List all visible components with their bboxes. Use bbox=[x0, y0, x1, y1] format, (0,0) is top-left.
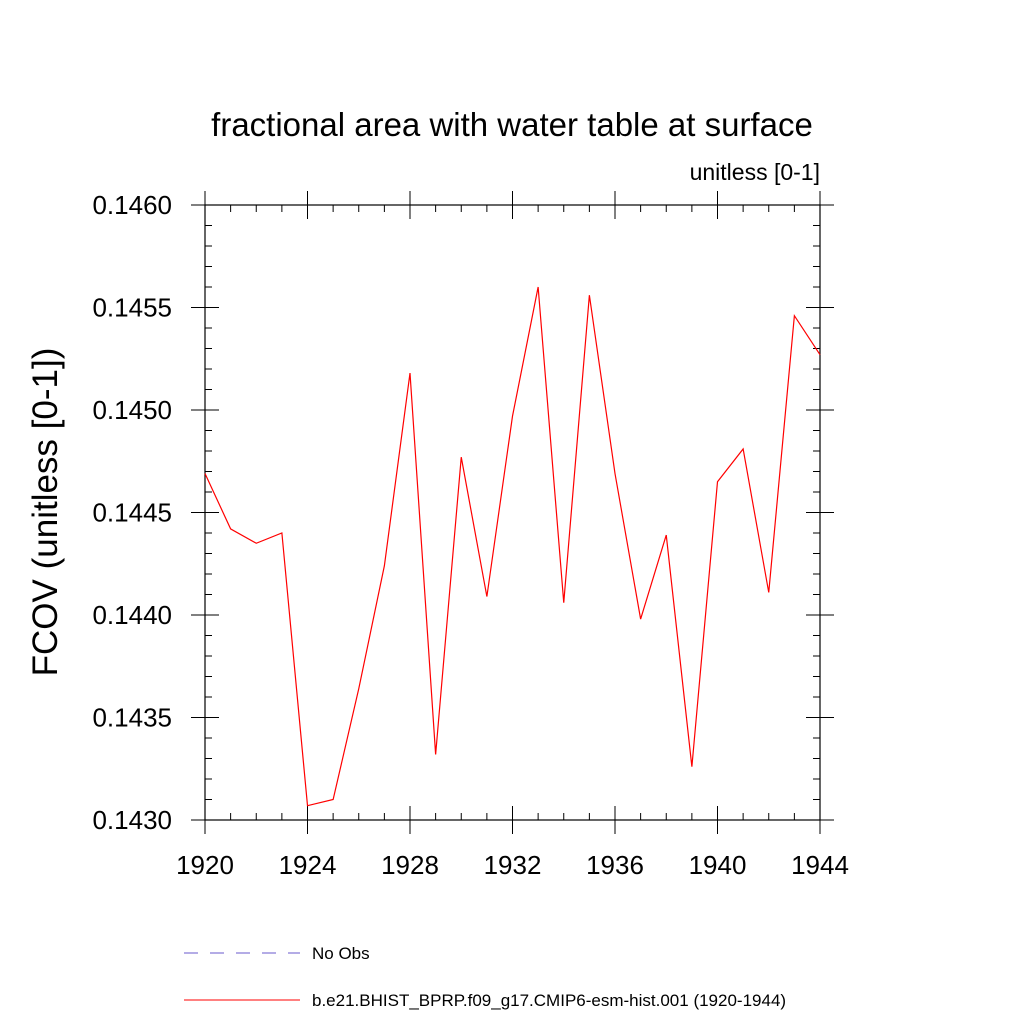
legend-label: No Obs bbox=[312, 944, 370, 963]
chart-subtitle: unitless [0-1] bbox=[690, 159, 820, 185]
x-tick-label: 1920 bbox=[176, 850, 234, 880]
y-tick-label: 0.1445 bbox=[92, 498, 172, 528]
x-tick-label: 1940 bbox=[689, 850, 747, 880]
x-tick-label: 1924 bbox=[279, 850, 337, 880]
series-line bbox=[204, 286, 821, 807]
y-tick-label: 0.1435 bbox=[92, 703, 172, 733]
chart-title: fractional area with water table at surf… bbox=[211, 106, 813, 143]
x-tick-label: 1936 bbox=[586, 850, 644, 880]
x-tick-label: 1932 bbox=[484, 850, 542, 880]
x-tick-label: 1928 bbox=[381, 850, 439, 880]
y-tick-label: 0.1430 bbox=[92, 805, 172, 835]
y-tick-label: 0.1440 bbox=[92, 600, 172, 630]
y-tick-label: 0.1460 bbox=[92, 190, 172, 220]
y-axis-label: FCOV (unitless [0-1]) bbox=[26, 348, 65, 677]
y-tick-label: 0.1450 bbox=[92, 395, 172, 425]
plot-frame bbox=[204, 204, 821, 821]
x-tick-label: 1944 bbox=[791, 850, 849, 880]
y-tick-label: 0.1455 bbox=[92, 293, 172, 323]
legend-label: b.e21.BHIST_BPRP.f09_g17.CMIP6-esm-hist.… bbox=[312, 991, 786, 1010]
